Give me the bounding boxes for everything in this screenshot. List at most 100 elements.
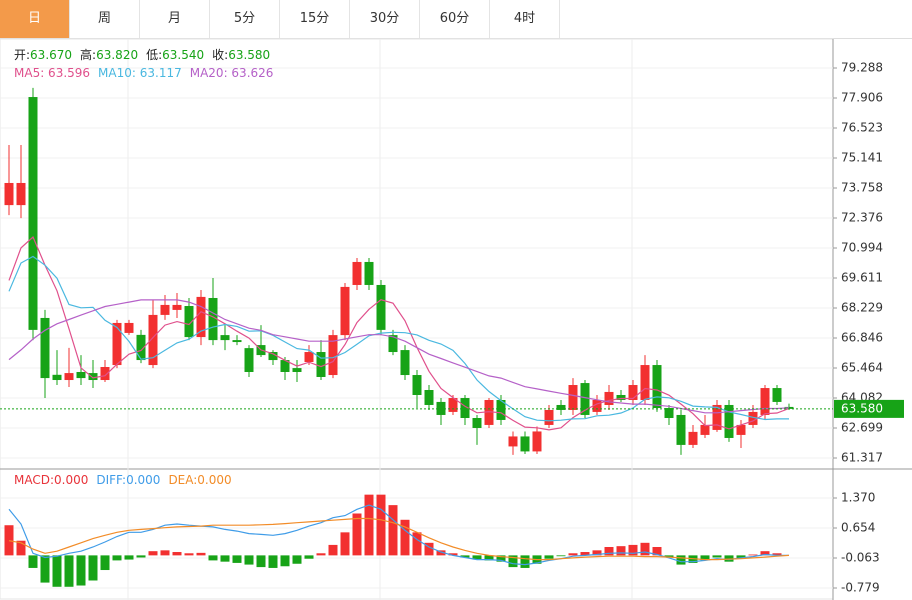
macd-bar bbox=[508, 555, 518, 568]
macd-bar bbox=[208, 555, 218, 561]
candle-body bbox=[748, 411, 758, 425]
candle-body bbox=[376, 284, 386, 330]
candle-body bbox=[268, 352, 278, 361]
y-tick-label: 1.370 bbox=[841, 491, 875, 505]
candle-body bbox=[316, 352, 326, 377]
quote-label: 高: bbox=[80, 47, 96, 62]
candle-body bbox=[472, 417, 482, 428]
candle-body bbox=[736, 424, 746, 435]
macd-bar bbox=[364, 494, 374, 556]
candle-body bbox=[664, 408, 674, 418]
candle-body bbox=[52, 374, 62, 381]
quote: 开:63.670 高:63.820 低:63.540 收:63.580 bbox=[14, 47, 270, 62]
candle-body bbox=[760, 388, 770, 415]
macd-bar bbox=[136, 555, 146, 558]
y-tick-label: 61.317 bbox=[841, 450, 883, 464]
candle-body bbox=[628, 385, 638, 400]
macd-bar bbox=[472, 555, 482, 560]
y-tick-label: 70.994 bbox=[841, 240, 883, 254]
legend-item: MA10: 63.117 bbox=[98, 66, 182, 80]
candle-body bbox=[580, 383, 590, 415]
y-tick-label: 0.654 bbox=[841, 520, 875, 534]
macd-bar bbox=[76, 555, 86, 586]
macd-bar bbox=[652, 547, 662, 556]
candle-body bbox=[220, 335, 230, 341]
macd-bar bbox=[412, 532, 422, 556]
macd-bar bbox=[664, 555, 674, 558]
macd-bar bbox=[172, 552, 182, 556]
candle-body bbox=[292, 368, 302, 372]
macd-bar bbox=[640, 542, 650, 556]
quote-label: 收: bbox=[212, 48, 228, 62]
period-tab[interactable]: 30分 bbox=[350, 0, 420, 38]
candle-body bbox=[556, 404, 566, 410]
candle-body bbox=[412, 375, 422, 395]
y-tick-label: -0.779 bbox=[841, 580, 880, 594]
candle-body bbox=[772, 388, 782, 402]
candle-body bbox=[328, 335, 338, 376]
y-tick-label: 76.523 bbox=[841, 121, 883, 135]
macd-bar bbox=[232, 555, 242, 563]
macd-bar bbox=[256, 555, 266, 568]
period-tab[interactable]: 15分 bbox=[280, 0, 350, 38]
candle-body bbox=[592, 399, 602, 412]
period-tab[interactable]: 周 bbox=[70, 0, 140, 38]
candle-body bbox=[448, 398, 458, 412]
candle-body bbox=[40, 317, 50, 379]
legend-item: DIFF:0.000 bbox=[96, 473, 160, 487]
legend: MACD:0.000 DIFF:0.000 DEA:0.000 bbox=[14, 473, 232, 487]
legend-item: MA20: 63.626 bbox=[190, 66, 274, 80]
macd-bar bbox=[448, 553, 458, 556]
y-tick-label: 77.906 bbox=[841, 90, 883, 104]
y-tick-label: 79.288 bbox=[841, 60, 883, 74]
quote-value: 63.540 bbox=[162, 48, 204, 62]
candle-body bbox=[496, 399, 506, 420]
macd-bar bbox=[616, 546, 626, 556]
macd-bar bbox=[628, 544, 638, 556]
period-tab[interactable]: 5分 bbox=[210, 0, 280, 38]
candle-body bbox=[604, 391, 614, 405]
candle-body bbox=[244, 348, 254, 372]
macd-bar bbox=[196, 552, 206, 556]
legend-item: MACD:0.000 bbox=[14, 473, 88, 487]
quote-label: 开: bbox=[14, 48, 30, 62]
macd-bar bbox=[220, 555, 230, 562]
macd-bar bbox=[40, 555, 50, 583]
y-tick-label: 72.376 bbox=[841, 210, 883, 224]
candle-body bbox=[640, 365, 650, 400]
candle-body bbox=[184, 306, 194, 338]
macd-bar bbox=[592, 550, 602, 556]
y-tick-label: 65.464 bbox=[841, 360, 883, 374]
period-tab[interactable]: 60分 bbox=[420, 0, 490, 38]
macd-bar bbox=[400, 519, 410, 556]
line bbox=[8, 235, 790, 431]
period-tab[interactable]: 4时 bbox=[490, 0, 560, 38]
candle-body bbox=[340, 286, 350, 336]
macd-bar bbox=[52, 555, 62, 587]
macd-bar bbox=[100, 555, 110, 571]
macd-bar bbox=[328, 544, 338, 556]
quote-value: 63.820 bbox=[96, 48, 138, 62]
macd-bar bbox=[28, 555, 38, 568]
macd-bar bbox=[316, 553, 326, 556]
candle-body bbox=[712, 404, 722, 430]
candle-body bbox=[64, 373, 74, 381]
candle-body bbox=[304, 352, 314, 363]
period-tab[interactable]: 月 bbox=[140, 0, 210, 38]
macd-bar bbox=[484, 555, 494, 561]
candle-body bbox=[112, 322, 122, 366]
macd-bar bbox=[676, 555, 686, 565]
candle-body bbox=[424, 390, 434, 405]
period-tab[interactable]: 日 bbox=[0, 0, 70, 38]
candle-body bbox=[400, 350, 410, 376]
last-price-box bbox=[834, 399, 904, 418]
frame bbox=[0, 38, 834, 600]
period-tabs: 日周月 5分 15分 30分 60分 4时 bbox=[0, 0, 912, 39]
line bbox=[8, 299, 790, 414]
macd-bar bbox=[568, 553, 578, 556]
y-tick-label: 66.846 bbox=[841, 331, 883, 345]
candle-body bbox=[700, 424, 710, 435]
legend-item: DEA:0.000 bbox=[168, 473, 231, 487]
